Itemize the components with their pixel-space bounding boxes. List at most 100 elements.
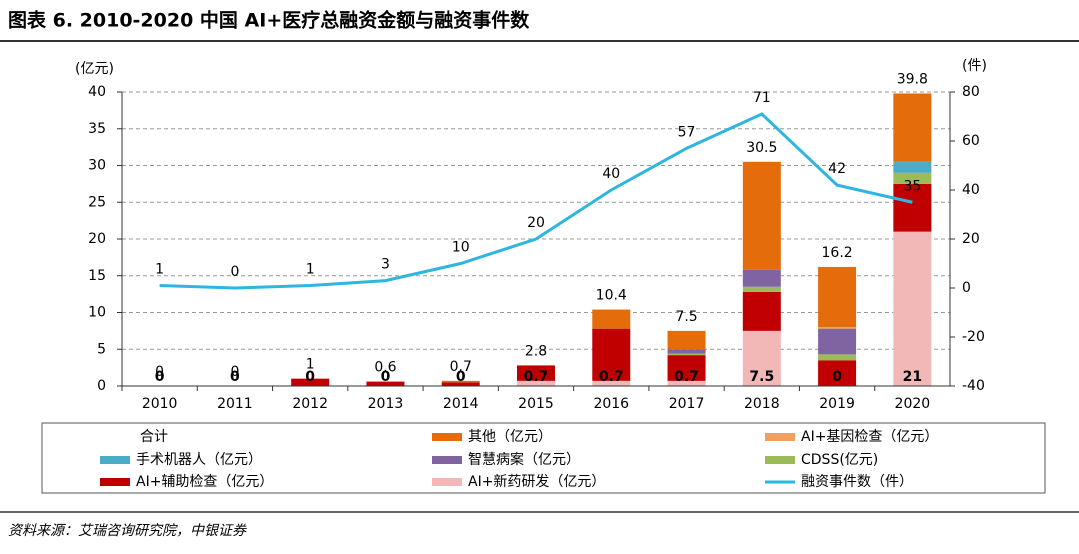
legend-box bbox=[41, 422, 1046, 494]
y-axis-label: (亿元) bbox=[75, 61, 114, 77]
bar-segment bbox=[667, 355, 706, 381]
line-label: 0 bbox=[230, 264, 239, 280]
bar-segment bbox=[742, 161, 781, 270]
legend-label: AI+辅助检查（亿元） bbox=[136, 474, 273, 490]
total-label: 0 bbox=[155, 364, 164, 380]
legend-swatch bbox=[100, 478, 130, 486]
legend-label: 其他（亿元） bbox=[468, 429, 552, 445]
bar-segment bbox=[893, 93, 932, 162]
bar-segment bbox=[667, 380, 706, 386]
bar-label: 0 bbox=[381, 369, 391, 385]
total-label: 0.7 bbox=[450, 359, 472, 375]
bar-label: 0 bbox=[456, 369, 466, 385]
legend-label: CDSS(亿元) bbox=[801, 452, 878, 468]
y2-tick-label: 40 bbox=[962, 182, 980, 198]
total-label: 7.5 bbox=[675, 309, 697, 325]
bar-segment bbox=[441, 382, 480, 386]
bar-segment bbox=[667, 353, 706, 356]
bar-segment bbox=[742, 269, 781, 287]
bar-label: 0 bbox=[230, 369, 240, 385]
bar-segment bbox=[742, 330, 781, 386]
bar-segment bbox=[818, 360, 857, 386]
bar-segment bbox=[592, 328, 631, 381]
y2-axis-label: (件) bbox=[962, 58, 987, 74]
line-label: 1 bbox=[155, 262, 164, 278]
bar-label: 0.7 bbox=[674, 369, 699, 385]
line-label: 35 bbox=[903, 178, 921, 194]
legend-label: AI+新药研发（亿元） bbox=[468, 474, 605, 490]
bar-segment bbox=[818, 328, 857, 355]
x-tick-label: 2015 bbox=[518, 396, 554, 412]
bar-label: 21 bbox=[903, 369, 922, 385]
legend-label: 合计 bbox=[140, 429, 168, 445]
x-tick-label: 2017 bbox=[669, 396, 705, 412]
line-label: 40 bbox=[602, 166, 620, 182]
y-tick-label: 25 bbox=[88, 194, 106, 210]
bar-segment bbox=[517, 380, 555, 386]
legend-swatch bbox=[432, 478, 462, 486]
bar-segment bbox=[742, 291, 781, 331]
bar-label: 0 bbox=[832, 369, 842, 385]
x-tick-label: 2014 bbox=[443, 396, 479, 412]
y-tick-label: 10 bbox=[88, 305, 106, 321]
legend-swatch bbox=[432, 456, 462, 464]
x-tick-label: 2012 bbox=[292, 396, 328, 412]
bar-label: 0 bbox=[305, 369, 315, 385]
total-label: 2.8 bbox=[525, 343, 547, 359]
y-tick-label: 35 bbox=[88, 121, 106, 137]
legend-label: 智慧病案（亿元） bbox=[468, 451, 580, 468]
bar-segment bbox=[441, 380, 480, 383]
line-label: 1 bbox=[306, 262, 315, 278]
y-tick-label: 0 bbox=[97, 378, 106, 394]
y2-tick-label: 80 bbox=[962, 84, 980, 100]
total-label: 39.8 bbox=[897, 71, 928, 87]
bar-segment bbox=[818, 327, 857, 329]
bar-segment bbox=[818, 354, 857, 361]
line-label: 3 bbox=[381, 257, 390, 273]
bar-segment bbox=[742, 286, 781, 292]
total-label: 0 bbox=[230, 364, 239, 380]
y2-tick-label: -40 bbox=[962, 378, 985, 394]
total-label: 30.5 bbox=[746, 140, 777, 156]
legend-label: 手术机器人（亿元） bbox=[136, 452, 262, 468]
x-tick-label: 2013 bbox=[368, 396, 404, 412]
legend-swatch bbox=[100, 456, 130, 464]
bar-label: 7.5 bbox=[749, 369, 774, 385]
y-tick-label: 15 bbox=[88, 268, 106, 284]
line-label: 42 bbox=[828, 161, 846, 177]
bar-segment bbox=[818, 266, 857, 328]
source: 资料来源：艾瑞咨询研究院，中银证券 bbox=[8, 523, 247, 539]
chart-title: 图表 6. 2010-2020 中国 AI+医疗总融资金额与融资事件数 bbox=[8, 9, 530, 32]
x-tick-label: 2011 bbox=[217, 396, 253, 412]
legend-swatch bbox=[765, 456, 795, 464]
x-tick-label: 2010 bbox=[142, 396, 178, 412]
x-tick-label: 2018 bbox=[744, 396, 780, 412]
total-label: 1 bbox=[306, 357, 315, 373]
bar-segment bbox=[893, 183, 932, 232]
bar-segment bbox=[893, 161, 932, 173]
bar-segment bbox=[291, 378, 330, 386]
bar-segment bbox=[667, 330, 706, 350]
legend-label: AI+基因检查（亿元） bbox=[801, 428, 938, 445]
total-label: 10.4 bbox=[596, 288, 627, 304]
y-tick-label: 5 bbox=[97, 341, 106, 357]
line-series bbox=[159, 112, 913, 290]
y-tick-label: 40 bbox=[88, 84, 106, 100]
x-tick-label: 2020 bbox=[895, 396, 931, 412]
y-tick-label: 30 bbox=[88, 158, 106, 174]
bar-segment bbox=[517, 365, 555, 381]
total-label: 16.2 bbox=[822, 245, 853, 261]
y2-tick-label: -20 bbox=[962, 329, 985, 345]
x-tick-label: 2016 bbox=[593, 396, 629, 412]
y-tick-label: 20 bbox=[88, 231, 106, 247]
line-label: 71 bbox=[753, 90, 771, 106]
y2-tick-label: 20 bbox=[962, 231, 980, 247]
x-tick-label: 2019 bbox=[819, 396, 855, 412]
bar-segment bbox=[592, 309, 631, 329]
total-label: 0.6 bbox=[374, 360, 396, 376]
bar-label: 0.7 bbox=[599, 369, 624, 385]
line-label: 57 bbox=[678, 124, 696, 140]
y2-tick-label: 0 bbox=[962, 280, 971, 296]
y2-tick-label: 60 bbox=[962, 133, 980, 149]
